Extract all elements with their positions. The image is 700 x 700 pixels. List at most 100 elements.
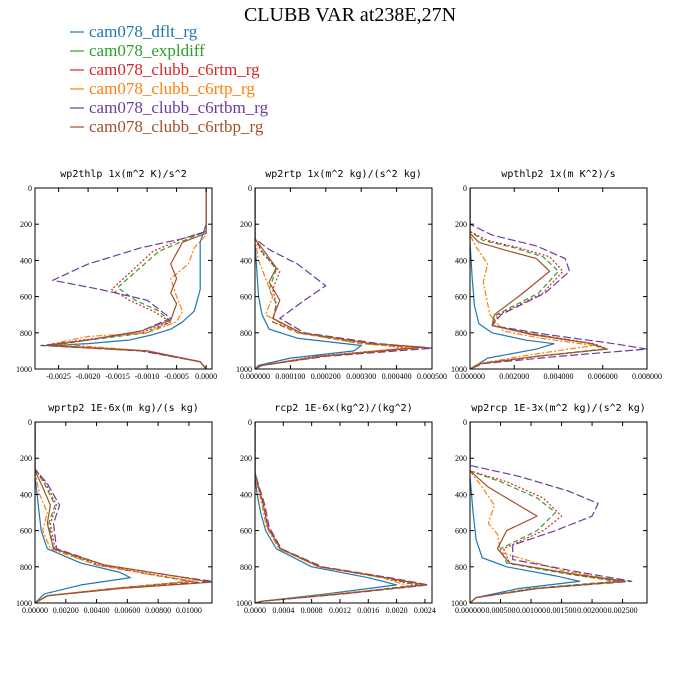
y-tick-label: 600 [240,527,252,536]
series-line [470,422,618,603]
x-tick-label: 0.006000 [588,372,618,381]
x-tick-label: -0.0015 [105,372,130,381]
x-tick-label: 0.00800 [145,606,171,615]
y-tick-label: 600 [20,293,32,302]
chart-panel: wp2rcp 1E-3x(m^2 kg)/(s^2 kg) 0 200 400 600 8… [451,403,648,615]
series-group [40,188,207,369]
x-tick-label: 0.0000 [244,606,266,615]
x-tick-label: 0.000000 [455,606,485,615]
y-tick-label: 400 [455,256,467,265]
series-line [255,422,430,603]
y-tick-label: 200 [240,220,252,229]
y-tick-label: 400 [240,490,252,499]
legend-label: cam078_clubb_c6rtbp_rg [89,117,264,136]
panel-title: wp2thlp 1x(m^2 K)/s^2 [60,169,186,180]
y-tick-label: 600 [240,293,252,302]
series-line [255,188,415,369]
x-tick-label: 0.001000 [516,606,546,615]
series-line [35,422,190,603]
legend-item: cam078_dflt_rg [70,22,198,41]
x-tick-label: 0.0016 [357,606,379,615]
x-tick-label: 0.004000 [544,372,574,381]
series-line [255,188,432,369]
y-tick-label: 400 [20,490,32,499]
legend-label: cam078_expldiff [89,41,205,60]
legend-item: cam078_clubb_c6rtbp_rg [70,117,264,136]
x-tick-label: 0.000300 [346,372,376,381]
x-tick-label: 0.000000 [455,372,485,381]
x-tick-label: 0.00400 [84,606,110,615]
x-tick-label: 0.001500 [547,606,577,615]
legend-label: cam078_clubb_c6rtm_rg [89,60,260,79]
x-tick-label: -0.0020 [76,372,101,381]
legend-label: cam078_clubb_c6rtbm_rg [89,98,269,117]
y-tick-label: 200 [240,454,252,463]
series-line [35,422,212,603]
legend-item: cam078_expldiff [70,41,205,60]
chart-panel: wp2rtp 1x(m^2 kg)/(s^2 kg) 0 200 400 600 800 1… [236,169,447,381]
series-group [470,422,633,603]
y-tick-label: 1000 [236,365,252,374]
x-tick-label: 0.0000 [195,372,217,381]
x-tick-label: 0.000000 [240,372,270,381]
y-tick-label: 800 [20,563,32,572]
series-line [35,422,212,603]
y-tick-label: 0 [463,184,467,193]
series-line [255,188,408,369]
y-tick-label: 600 [455,527,467,536]
x-tick-label: -0.0025 [46,372,71,381]
plot-frame [469,421,648,604]
y-tick-label: 0 [248,184,252,193]
x-tick-label: -0.0010 [135,372,160,381]
series-group [255,188,432,369]
legend-item: cam078_clubb_c6rtbm_rg [70,98,269,117]
series-line [255,422,426,603]
x-tick-label: 0.002000 [577,606,607,615]
x-tick-label: 0.000200 [311,372,341,381]
y-tick-label: 1000 [451,365,467,374]
plot-frame [34,187,213,370]
x-tick-label: 0.002000 [499,372,529,381]
plot-frame [254,421,433,604]
series-line [255,422,420,603]
y-tick-label: 200 [20,454,32,463]
x-tick-label: -0.0005 [164,372,189,381]
x-tick-label: 0.0012 [329,606,351,615]
y-tick-label: 800 [240,563,252,572]
x-tick-label: 0.000400 [382,372,412,381]
x-tick-label: 0.008000 [632,372,662,381]
series-line [470,422,633,603]
series-line [46,188,207,369]
y-tick-label: 800 [455,563,467,572]
panel-title: rcp2 1E-6x(kg^2)/(kg^2) [274,403,412,414]
y-tick-label: 1000 [16,599,32,608]
chart-panel: wprtp2 1E-6x(m kg)/(s kg) 0 200 400 600 800 10… [16,403,213,615]
series-group [255,422,430,603]
series-line [470,188,608,369]
panel-title: wp2rcp 1E-3x(m^2 kg)/(s^2 kg) [471,403,646,414]
x-tick-label: 0.000500 [486,606,516,615]
y-tick-label: 800 [455,329,467,338]
legend-item: cam078_clubb_c6rtp_rg [70,79,255,98]
x-tick-label: 0.0020 [386,606,408,615]
series-line [255,422,419,603]
plot-frame [34,421,213,604]
series-line [470,188,647,369]
x-tick-label: 0.0024 [414,606,436,615]
legend: cam078_dflt_rgcam078_expldiffcam078_club… [70,22,269,136]
y-tick-label: 200 [455,454,467,463]
y-tick-label: 0 [248,418,252,427]
x-tick-label: 0.00000 [22,606,48,615]
chart-panel: rcp2 1E-6x(kg^2)/(kg^2) 0 200 400 600 800 1000… [236,403,436,615]
panels-grid: wp2thlp 1x(m^2 K)/s^2 0 200 400 600 800 1000 -0… [16,169,662,615]
y-tick-label: 600 [455,293,467,302]
series-line [470,188,604,369]
series-line [255,188,426,369]
legend-item: cam078_clubb_c6rtm_rg [70,60,260,79]
series-line [255,422,412,603]
x-tick-label: 0.0008 [301,606,323,615]
panel-title: wprtp2 1E-6x(m kg)/(s kg) [48,403,199,414]
series-line [255,188,362,369]
series-line [255,422,398,603]
